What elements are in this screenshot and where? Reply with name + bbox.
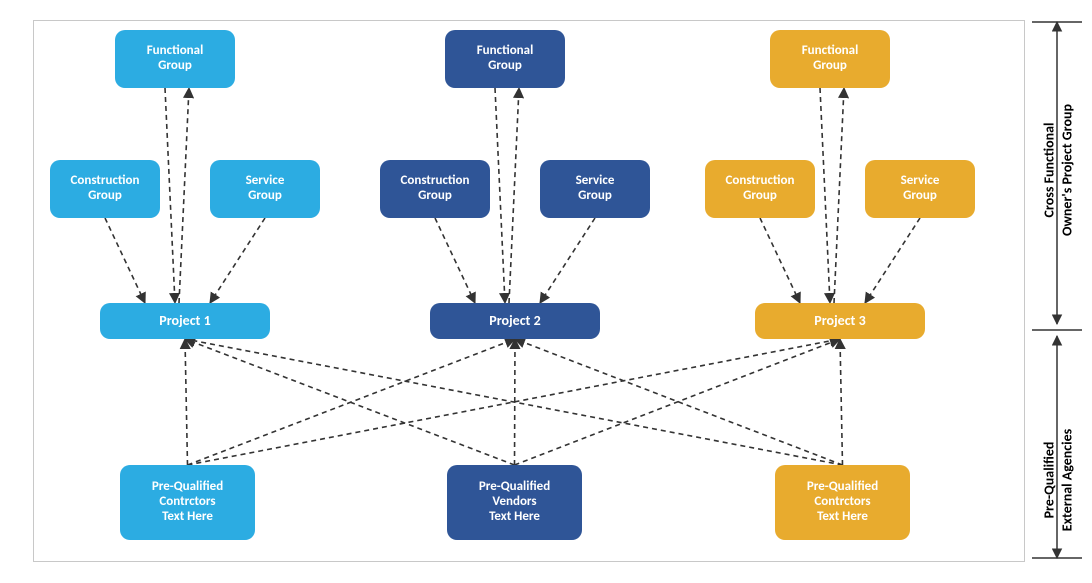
node-pq3: Pre-QualifiedContrctorsText Here — [775, 465, 910, 540]
node-label: ConstructionGroup — [725, 174, 794, 204]
node-label: ServiceGroup — [901, 174, 940, 204]
node-pq1: Pre-QualifiedContrctorsText Here — [120, 465, 255, 540]
node-cg2: ConstructionGroup — [380, 160, 490, 218]
node-label: ConstructionGroup — [400, 174, 469, 204]
node-label: ConstructionGroup — [70, 174, 139, 204]
node-sg1: ServiceGroup — [210, 160, 320, 218]
side-upper: Cross Functional Owner's Project Group — [1041, 104, 1076, 236]
node-cg3: ConstructionGroup — [705, 160, 815, 218]
node-sg2: ServiceGroup — [540, 160, 650, 218]
node-cg1: ConstructionGroup — [50, 160, 160, 218]
node-fg1: FunctionalGroup — [115, 30, 235, 88]
node-label: FunctionalGroup — [802, 44, 859, 74]
node-label: Pre-QualifiedContrctorsText Here — [152, 480, 223, 525]
node-label: Project 2 — [489, 313, 540, 329]
node-p3: Project 3 — [755, 303, 925, 339]
side-lower: Pre-Qualified External Agencies — [1041, 429, 1076, 531]
node-pq2: Pre-QualifiedVendorsText Here — [447, 465, 582, 540]
node-label: Project 3 — [814, 313, 865, 329]
node-label: Pre-QualifiedContrctorsText Here — [807, 480, 878, 525]
node-label: ServiceGroup — [576, 174, 615, 204]
node-fg2: FunctionalGroup — [445, 30, 565, 88]
node-sg3: ServiceGroup — [865, 160, 975, 218]
node-label: FunctionalGroup — [147, 44, 204, 74]
node-p1: Project 1 — [100, 303, 270, 339]
node-label: ServiceGroup — [246, 174, 285, 204]
node-fg3: FunctionalGroup — [770, 30, 890, 88]
node-label: Pre-QualifiedVendorsText Here — [479, 480, 550, 525]
node-label: FunctionalGroup — [477, 44, 534, 74]
node-label: Project 1 — [159, 313, 210, 329]
node-p2: Project 2 — [430, 303, 600, 339]
